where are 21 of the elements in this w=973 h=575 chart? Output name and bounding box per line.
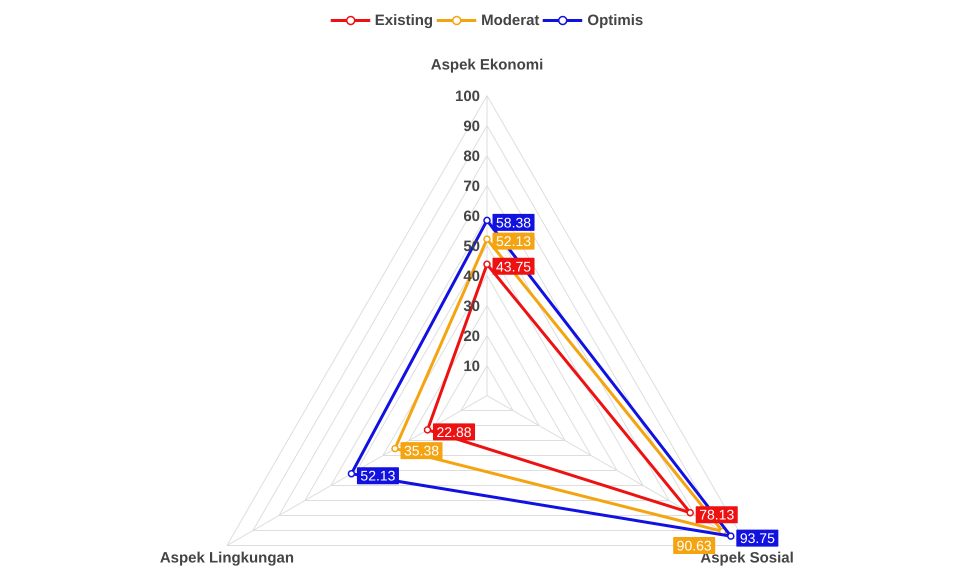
data-label: 43.75	[496, 258, 532, 274]
data-label: 90.63	[676, 537, 712, 554]
y-tick-label: 20	[463, 328, 480, 346]
y-tick-label: 10	[463, 358, 480, 376]
data-label: 52.13	[360, 468, 396, 484]
data-label: 22.88	[436, 424, 472, 440]
legend-label: Moderat	[481, 12, 540, 28]
y-tick-label: 90	[463, 118, 480, 136]
spoke-label: Aspek Lingkungan	[160, 550, 294, 567]
spoke-label: Aspek Ekonomi	[430, 56, 544, 74]
data-label: 58.38	[496, 214, 532, 230]
data-label: 93.75	[740, 530, 776, 546]
y-tick-label: 100	[454, 88, 480, 106]
y-tick-label: 80	[463, 148, 480, 166]
data-label: 35.38	[404, 442, 440, 459]
data-label: 78.13	[699, 506, 734, 523]
legend-label: Optimis	[587, 12, 644, 28]
legend-label: Existing	[374, 12, 434, 28]
y-tick-label: 60	[463, 208, 480, 226]
data-label: 52.13	[496, 233, 532, 250]
y-tick-label: 70	[463, 178, 480, 196]
